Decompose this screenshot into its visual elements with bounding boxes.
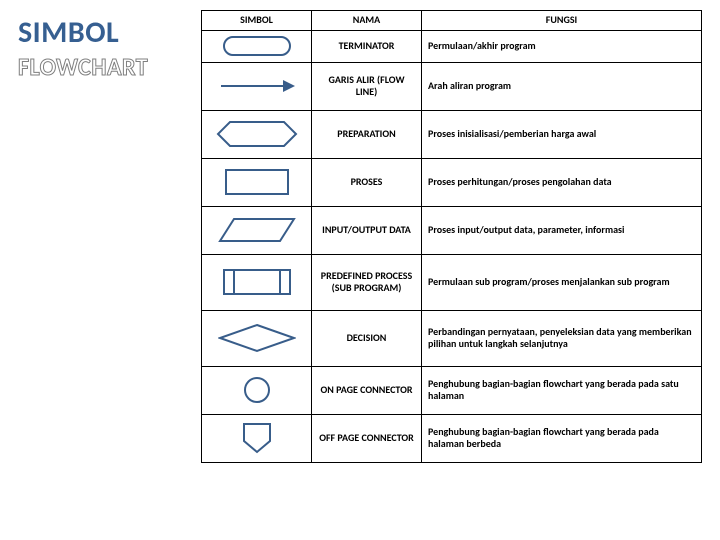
symbol-cell (202, 206, 312, 254)
nama-cell: TERMINATOR (312, 30, 422, 62)
symbol-cell (202, 62, 312, 110)
sidebar-title-2: FLOWCHART (18, 53, 185, 82)
symbol-cell (202, 158, 312, 206)
predefined-process-icon (222, 268, 292, 296)
symbol-cell (202, 414, 312, 462)
terminator-icon (222, 35, 292, 57)
fungsi-cell: Penghubung bagian-bagian flowchart yang … (422, 414, 702, 462)
col-header-simbol: SIMBOL (202, 11, 312, 31)
flowline-arrow-icon (217, 76, 297, 96)
fungsi-cell: Arah aliran program (422, 62, 702, 110)
io-parallelogram-icon (218, 216, 296, 244)
onpage-connector-icon (242, 375, 272, 405)
symbol-cell (202, 310, 312, 366)
table-row: OFF PAGE CONNECTOR Penghubung bagian-bag… (202, 414, 702, 462)
table-row: DECISION Perbandingan pernyataan, penyel… (202, 310, 702, 366)
nama-cell: DECISION (312, 310, 422, 366)
col-header-fungsi: FUNGSI (422, 11, 702, 31)
fungsi-cell: Proses input/output data, parameter, inf… (422, 206, 702, 254)
process-rectangle-icon (224, 168, 290, 196)
page-layout: SIMBOL FLOWCHART SIMBOL NAMA FUNGSI TERM… (18, 10, 702, 463)
fungsi-cell: Permulaan/akhir program (422, 30, 702, 62)
preparation-hexagon-icon (216, 119, 298, 149)
col-header-nama: NAMA (312, 11, 422, 31)
table-row: TERMINATOR Permulaan/akhir program (202, 30, 702, 62)
offpage-connector-icon (240, 421, 274, 455)
fungsi-cell: Proses perhitungan/proses pengolahan dat… (422, 158, 702, 206)
nama-cell: INPUT/OUTPUT DATA (312, 206, 422, 254)
symbol-cell (202, 110, 312, 158)
table-row: PREDEFINED PROCESS (SUB PROGRAM) Permula… (202, 254, 702, 310)
symbol-cell (202, 254, 312, 310)
sidebar-title-1: SIMBOL (18, 14, 185, 51)
flowchart-symbol-table: SIMBOL NAMA FUNGSI TERMINATOR Permulaan/… (201, 10, 702, 463)
table-row: PROSES Proses perhitungan/proses pengola… (202, 158, 702, 206)
fungsi-cell: Permulaan sub program/proses menjalankan… (422, 254, 702, 310)
table-row: ON PAGE CONNECTOR Penghubung bagian-bagi… (202, 366, 702, 414)
fungsi-cell: Penghubung bagian-bagian flowchart yang … (422, 366, 702, 414)
nama-cell: GARIS ALIR (FLOW LINE) (312, 62, 422, 110)
sidebar: SIMBOL FLOWCHART (18, 10, 185, 463)
nama-cell: PREPARATION (312, 110, 422, 158)
table-row: INPUT/OUTPUT DATA Proses input/output da… (202, 206, 702, 254)
nama-cell: ON PAGE CONNECTOR (312, 366, 422, 414)
fungsi-cell: Perbandingan pernyataan, penyeleksian da… (422, 310, 702, 366)
symbol-cell (202, 30, 312, 62)
fungsi-cell: Proses inisialisasi/pemberian harga awal (422, 110, 702, 158)
table-row: GARIS ALIR (FLOW LINE) Arah aliran progr… (202, 62, 702, 110)
nama-cell: PREDEFINED PROCESS (SUB PROGRAM) (312, 254, 422, 310)
table-header-row: SIMBOL NAMA FUNGSI (202, 11, 702, 31)
symbol-cell (202, 366, 312, 414)
decision-diamond-icon (218, 323, 296, 353)
table-row: PREPARATION Proses inisialisasi/pemberia… (202, 110, 702, 158)
nama-cell: PROSES (312, 158, 422, 206)
nama-cell: OFF PAGE CONNECTOR (312, 414, 422, 462)
